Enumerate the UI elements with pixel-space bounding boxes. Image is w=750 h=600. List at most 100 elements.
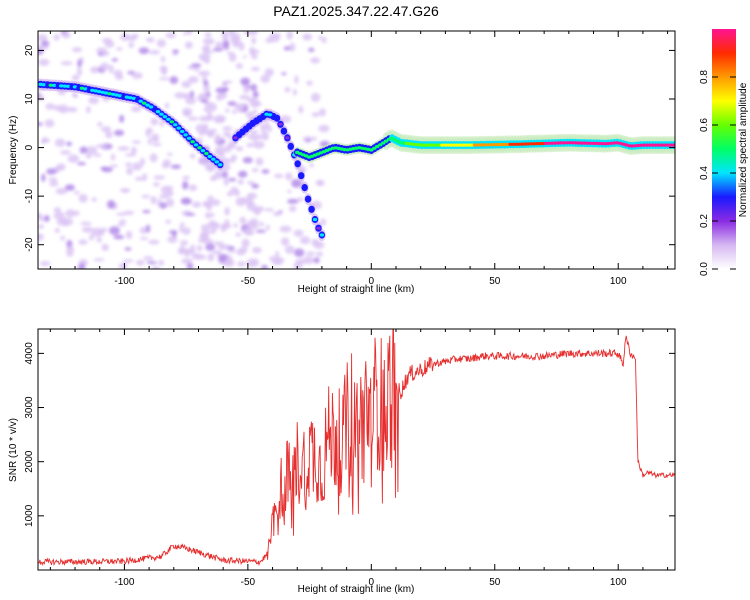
spectrogram-noise-blob — [167, 236, 178, 243]
spectrogram-core — [79, 86, 85, 90]
spectrogram-core — [197, 146, 202, 150]
spectrogram-noise-blob — [313, 257, 320, 264]
spectrogram-noise-blob — [289, 205, 297, 212]
spectrogram-noise-blob — [77, 59, 82, 68]
spectrogram-xlabel: Height of straight line (km) — [298, 284, 415, 295]
snr-ytick-label: 4000 — [24, 342, 35, 365]
spectrogram-noise-blob — [285, 245, 295, 254]
spectrogram-noise-blob — [151, 266, 160, 269]
spectrogram-noise-blob — [132, 162, 143, 171]
spectrogram-noise-blob — [119, 33, 130, 41]
spectrogram-noise-blob — [165, 198, 175, 208]
spectrogram-noise-blob — [233, 223, 238, 228]
spectrogram-noise-blob — [227, 101, 237, 106]
spectrogram-core — [107, 92, 112, 96]
spectrogram-noise-blob — [66, 239, 73, 248]
spectrogram-noise-blob — [145, 224, 151, 233]
spectrogram-noise-blob — [270, 33, 282, 38]
spectrogram-noise-blob — [208, 220, 217, 229]
spectrogram-noise-blob — [95, 144, 108, 148]
spectrogram-noise-blob — [151, 142, 162, 147]
spectrogram-noise-blob — [109, 164, 119, 168]
spectrogram-core — [166, 117, 171, 121]
spectrogram-noise-blob — [259, 221, 264, 227]
spectrogram-noise-blob — [253, 206, 261, 216]
spectrogram-noise-blob — [159, 202, 167, 209]
spectrogram-noise-blob — [286, 31, 293, 40]
spectrogram-noise-blob — [224, 219, 230, 228]
spectrogram-noise-blob — [79, 146, 88, 154]
spectrogram-noise-blob — [38, 58, 50, 66]
spectrogram-core — [299, 174, 304, 178]
spectrogram-core — [97, 90, 102, 94]
spectrogram-noise-blob — [166, 152, 173, 156]
spectrogram-noise-blob — [100, 62, 110, 71]
spectrogram-noise-blob — [208, 102, 217, 112]
snr-xtick-label: -100 — [114, 577, 134, 588]
spectrogram-noise-blob — [221, 32, 229, 40]
spectrogram-noise-blob — [181, 258, 193, 264]
spectrogram-ridge-descending-tone-b — [231, 108, 326, 241]
spectrogram-core — [302, 186, 307, 190]
spectrogram-noise-blob — [305, 138, 311, 143]
spectrogram-noise-blob — [93, 258, 105, 262]
spectrogram-noise-blob — [96, 237, 102, 243]
spectrogram-ytick-label: 0 — [24, 144, 35, 150]
spectrogram-noise-blob — [199, 233, 209, 238]
spectrogram-noise-blob — [131, 72, 143, 79]
spectrogram-noise-blob — [316, 180, 324, 187]
spectrogram-noise-blob — [209, 228, 217, 234]
colorbar-tick-label: 0.0 — [699, 262, 710, 276]
spectrogram-noise-blob — [125, 230, 133, 240]
spectrogram-core — [93, 89, 99, 93]
spectrogram-noise-blob — [212, 48, 224, 52]
spectrogram-noise-blob — [239, 216, 247, 224]
spectrogram-core — [69, 85, 74, 89]
spectrogram-noise-blob — [321, 36, 327, 44]
spectrogram-noise-blob — [61, 32, 71, 39]
spectrogram-core — [278, 122, 283, 126]
spectrogram-core — [114, 93, 119, 97]
spectrogram-noise-blob — [65, 209, 76, 218]
spectrogram-core — [190, 140, 195, 144]
spectrogram-noise-blob — [287, 198, 299, 204]
spectrogram-core — [173, 123, 178, 127]
spectrogram-core — [267, 113, 273, 117]
spectrogram-noise-blob — [318, 35, 323, 40]
spectrogram-noise-blob — [291, 178, 302, 188]
spectrogram-noise-blob — [201, 45, 211, 52]
spectrogram-xtick-label: -100 — [114, 276, 134, 287]
spectrogram-noise-blob — [113, 234, 125, 240]
spectrogram-noise-blob — [199, 130, 211, 135]
spectrogram-noise-blob — [54, 227, 60, 234]
spectrogram-noise-blob — [228, 53, 237, 62]
spectrogram-noise-blob — [228, 31, 235, 36]
spectrogram-noise-blob — [121, 189, 130, 193]
spectrogram-noise-blob — [72, 93, 77, 97]
spectrogram-noise-blob — [198, 70, 211, 77]
spectrogram-noise-blob — [309, 162, 314, 168]
figure-title: PAZ1.2025.347.22.47.G26 — [273, 3, 439, 19]
spectrogram-noise-blob — [165, 219, 172, 224]
spectrogram-noise-blob — [66, 141, 72, 147]
spectrogram-noise-blob — [227, 246, 235, 250]
spectrogram-noise-blob — [232, 155, 238, 160]
spectrogram-noise-blob — [118, 219, 127, 224]
snr-frame — [37, 328, 676, 571]
spectrogram-noise-blob — [198, 116, 209, 122]
spectrogram-noise-blob — [153, 175, 166, 180]
spectrogram-core — [383, 139, 389, 143]
spectrogram-noise-blob — [318, 108, 326, 117]
spectrogram-noise-blob — [93, 153, 102, 157]
spectrogram-noise-blob — [170, 164, 182, 170]
spectrogram-noise-blob — [264, 68, 274, 77]
spectrogram-core — [247, 124, 252, 128]
spectrogram-noise-blob — [235, 232, 242, 237]
spectrogram-noise-blob — [124, 247, 132, 251]
spectrogram-noise-blob — [182, 227, 191, 235]
spectrogram-noise-blob — [234, 103, 246, 110]
spectrogram-noise-blob — [237, 261, 246, 267]
spectrogram-noise-blob — [117, 146, 130, 151]
spectrogram-noise-blob — [116, 223, 126, 227]
spectrogram-core — [316, 226, 321, 230]
